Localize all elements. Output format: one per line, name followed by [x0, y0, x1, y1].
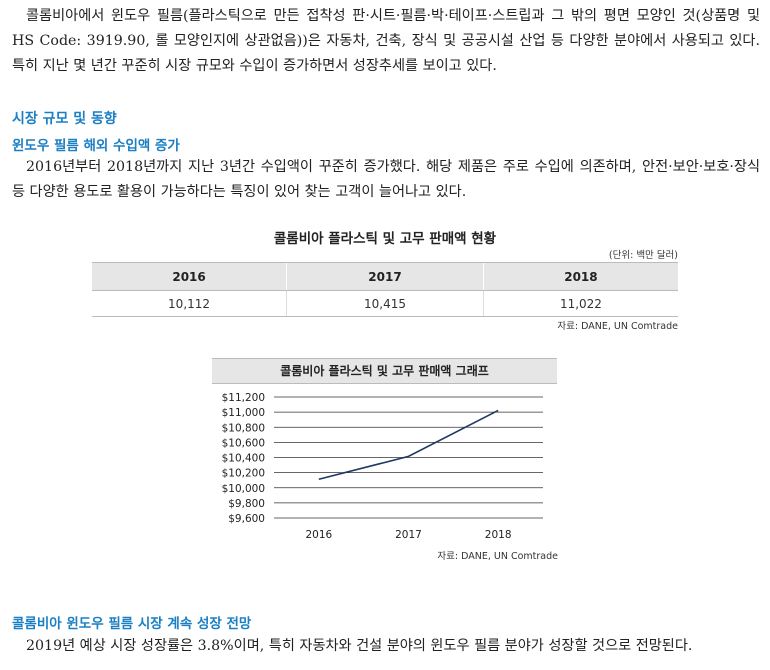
table-header-2018: 2018	[482, 262, 678, 291]
table-cell-2018: 11,022	[482, 290, 678, 317]
sales-table: 2016 2017 2018 10,112 10,415 11,022	[92, 262, 678, 317]
import-growth-subtitle: 윈도우 필름 해외 수입액 증가	[12, 138, 180, 154]
intro-paragraph: 콜롬비아에서 윈도우 필름(플라스틱으로 만든 접착성 판·시트·필름·박·테이…	[12, 8, 761, 74]
y-tick-label: $10,200	[222, 468, 265, 480]
x-tick-label: 2017	[395, 529, 422, 541]
market-section-title: 시장 규모 및 동향	[12, 111, 117, 127]
outlook-subtitle: 콜롬비아 윈도우 필름 시장 계속 성장 전망	[12, 616, 252, 632]
table-header-2017: 2017	[286, 262, 484, 291]
table-title: 콜롬비아 플라스틱 및 고무 판매액 현황	[273, 231, 497, 247]
series-line	[318, 409, 499, 481]
table-header-row: 2016 2017 2018	[92, 262, 678, 291]
market-paragraph: 2016년부터 2018년까지 지난 3년간 수입액이 꾸준히 증가했다. 해당…	[12, 159, 760, 200]
table-header-2016: 2016	[92, 262, 287, 291]
y-tick-label: $10,600	[222, 437, 265, 449]
table-unit: (단위: 백만 달러)	[608, 250, 678, 261]
chart-title: 콜롬비아 플라스틱 및 고무 판매액 그래프	[212, 358, 557, 384]
outlook-paragraph: 2019년 예상 시장 성장률은 3.8%이며, 특히 자동차와 건설 분야의 …	[26, 638, 693, 654]
chart-source: 자료: DANE, UN Comtrade	[437, 551, 558, 562]
chart-container: 콜롬비아 플라스틱 및 고무 판매액 그래프 $11,200 $11,000 $10…	[212, 358, 557, 565]
y-tick-label: $11,200	[222, 392, 265, 404]
table-cell-2016: 10,112	[92, 290, 287, 317]
line-chart: $11,200 $11,000 $10,800 $10,600 $10,400 $10,2…	[222, 392, 543, 541]
y-tick-label: $10,000	[222, 483, 265, 495]
table-source: 자료: DANE, UN Comtrade	[557, 321, 678, 332]
x-tick-label: 2016	[305, 529, 332, 541]
y-tick-label: $9,800	[228, 498, 265, 510]
y-tick-label: $11,000	[222, 407, 265, 419]
table-cell-2017: 10,415	[286, 290, 484, 317]
y-tick-label: $9,600	[228, 513, 265, 525]
table-row: 10,112 10,415 11,022	[92, 290, 678, 317]
x-tick-label: 2018	[485, 529, 512, 541]
y-tick-label: $10,800	[222, 422, 265, 434]
y-tick-label: $10,400	[222, 453, 265, 465]
